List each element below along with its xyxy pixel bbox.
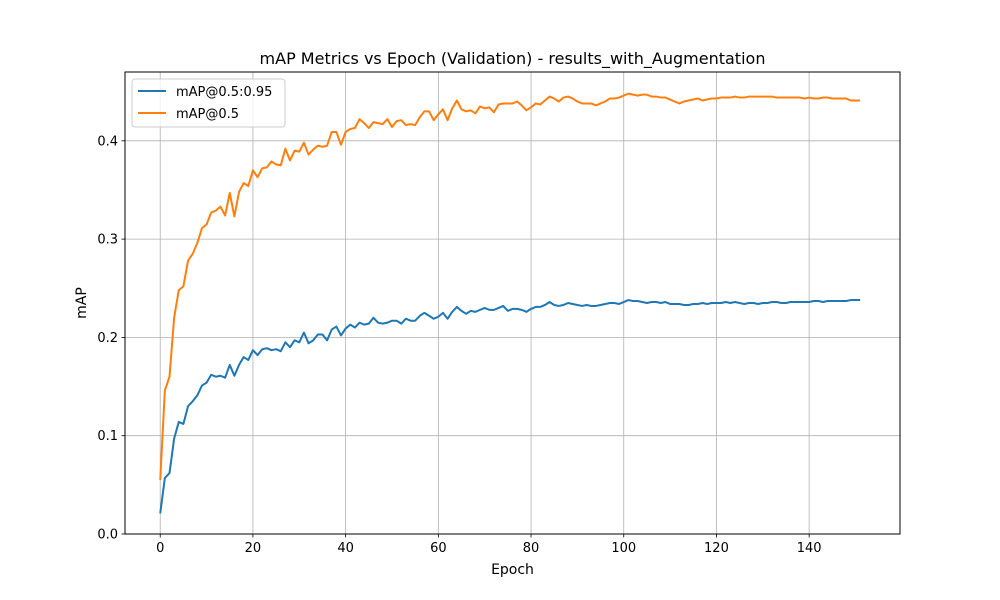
axis-ticks: 0 20 40 60 80 100 120 140 0.0 0.1 0.2 0.3 0.4 <box>97 134 821 556</box>
x-tick-label: 140 <box>797 541 822 556</box>
plot-frame <box>124 71 901 535</box>
y-tick-label: 0.1 <box>97 429 118 444</box>
x-tick-label: 120 <box>704 541 729 556</box>
legend-label-series-1: mAP@0.5:0.95 <box>176 85 272 100</box>
y-tick-label: 0.2 <box>97 331 118 346</box>
x-tick-label: 80 <box>523 541 540 556</box>
x-tick-label: 0 <box>156 541 164 556</box>
series-line-1 <box>159 299 861 514</box>
chart-title: mAP Metrics vs Epoch (Validation) - resu… <box>260 49 766 69</box>
x-tick-label: 60 <box>430 541 447 556</box>
legend-box <box>131 78 286 128</box>
series-line-2 <box>159 92 861 480</box>
x-tick-label: 20 <box>245 541 262 556</box>
series-lines <box>159 92 861 514</box>
y-tick-label: 0.0 <box>97 528 118 543</box>
legend-label-series-2: mAP@0.5 <box>176 107 239 122</box>
y-tick-label: 0.3 <box>97 233 118 248</box>
x-tick-label: 40 <box>337 541 354 556</box>
y-tick-label: 0.4 <box>97 134 118 149</box>
y-axis-label: mAP <box>74 287 90 319</box>
legend: mAP@0.5:0.95 mAP@0.5 <box>131 78 286 128</box>
x-axis-label: Epoch <box>491 562 534 578</box>
x-tick-label: 100 <box>611 541 636 556</box>
